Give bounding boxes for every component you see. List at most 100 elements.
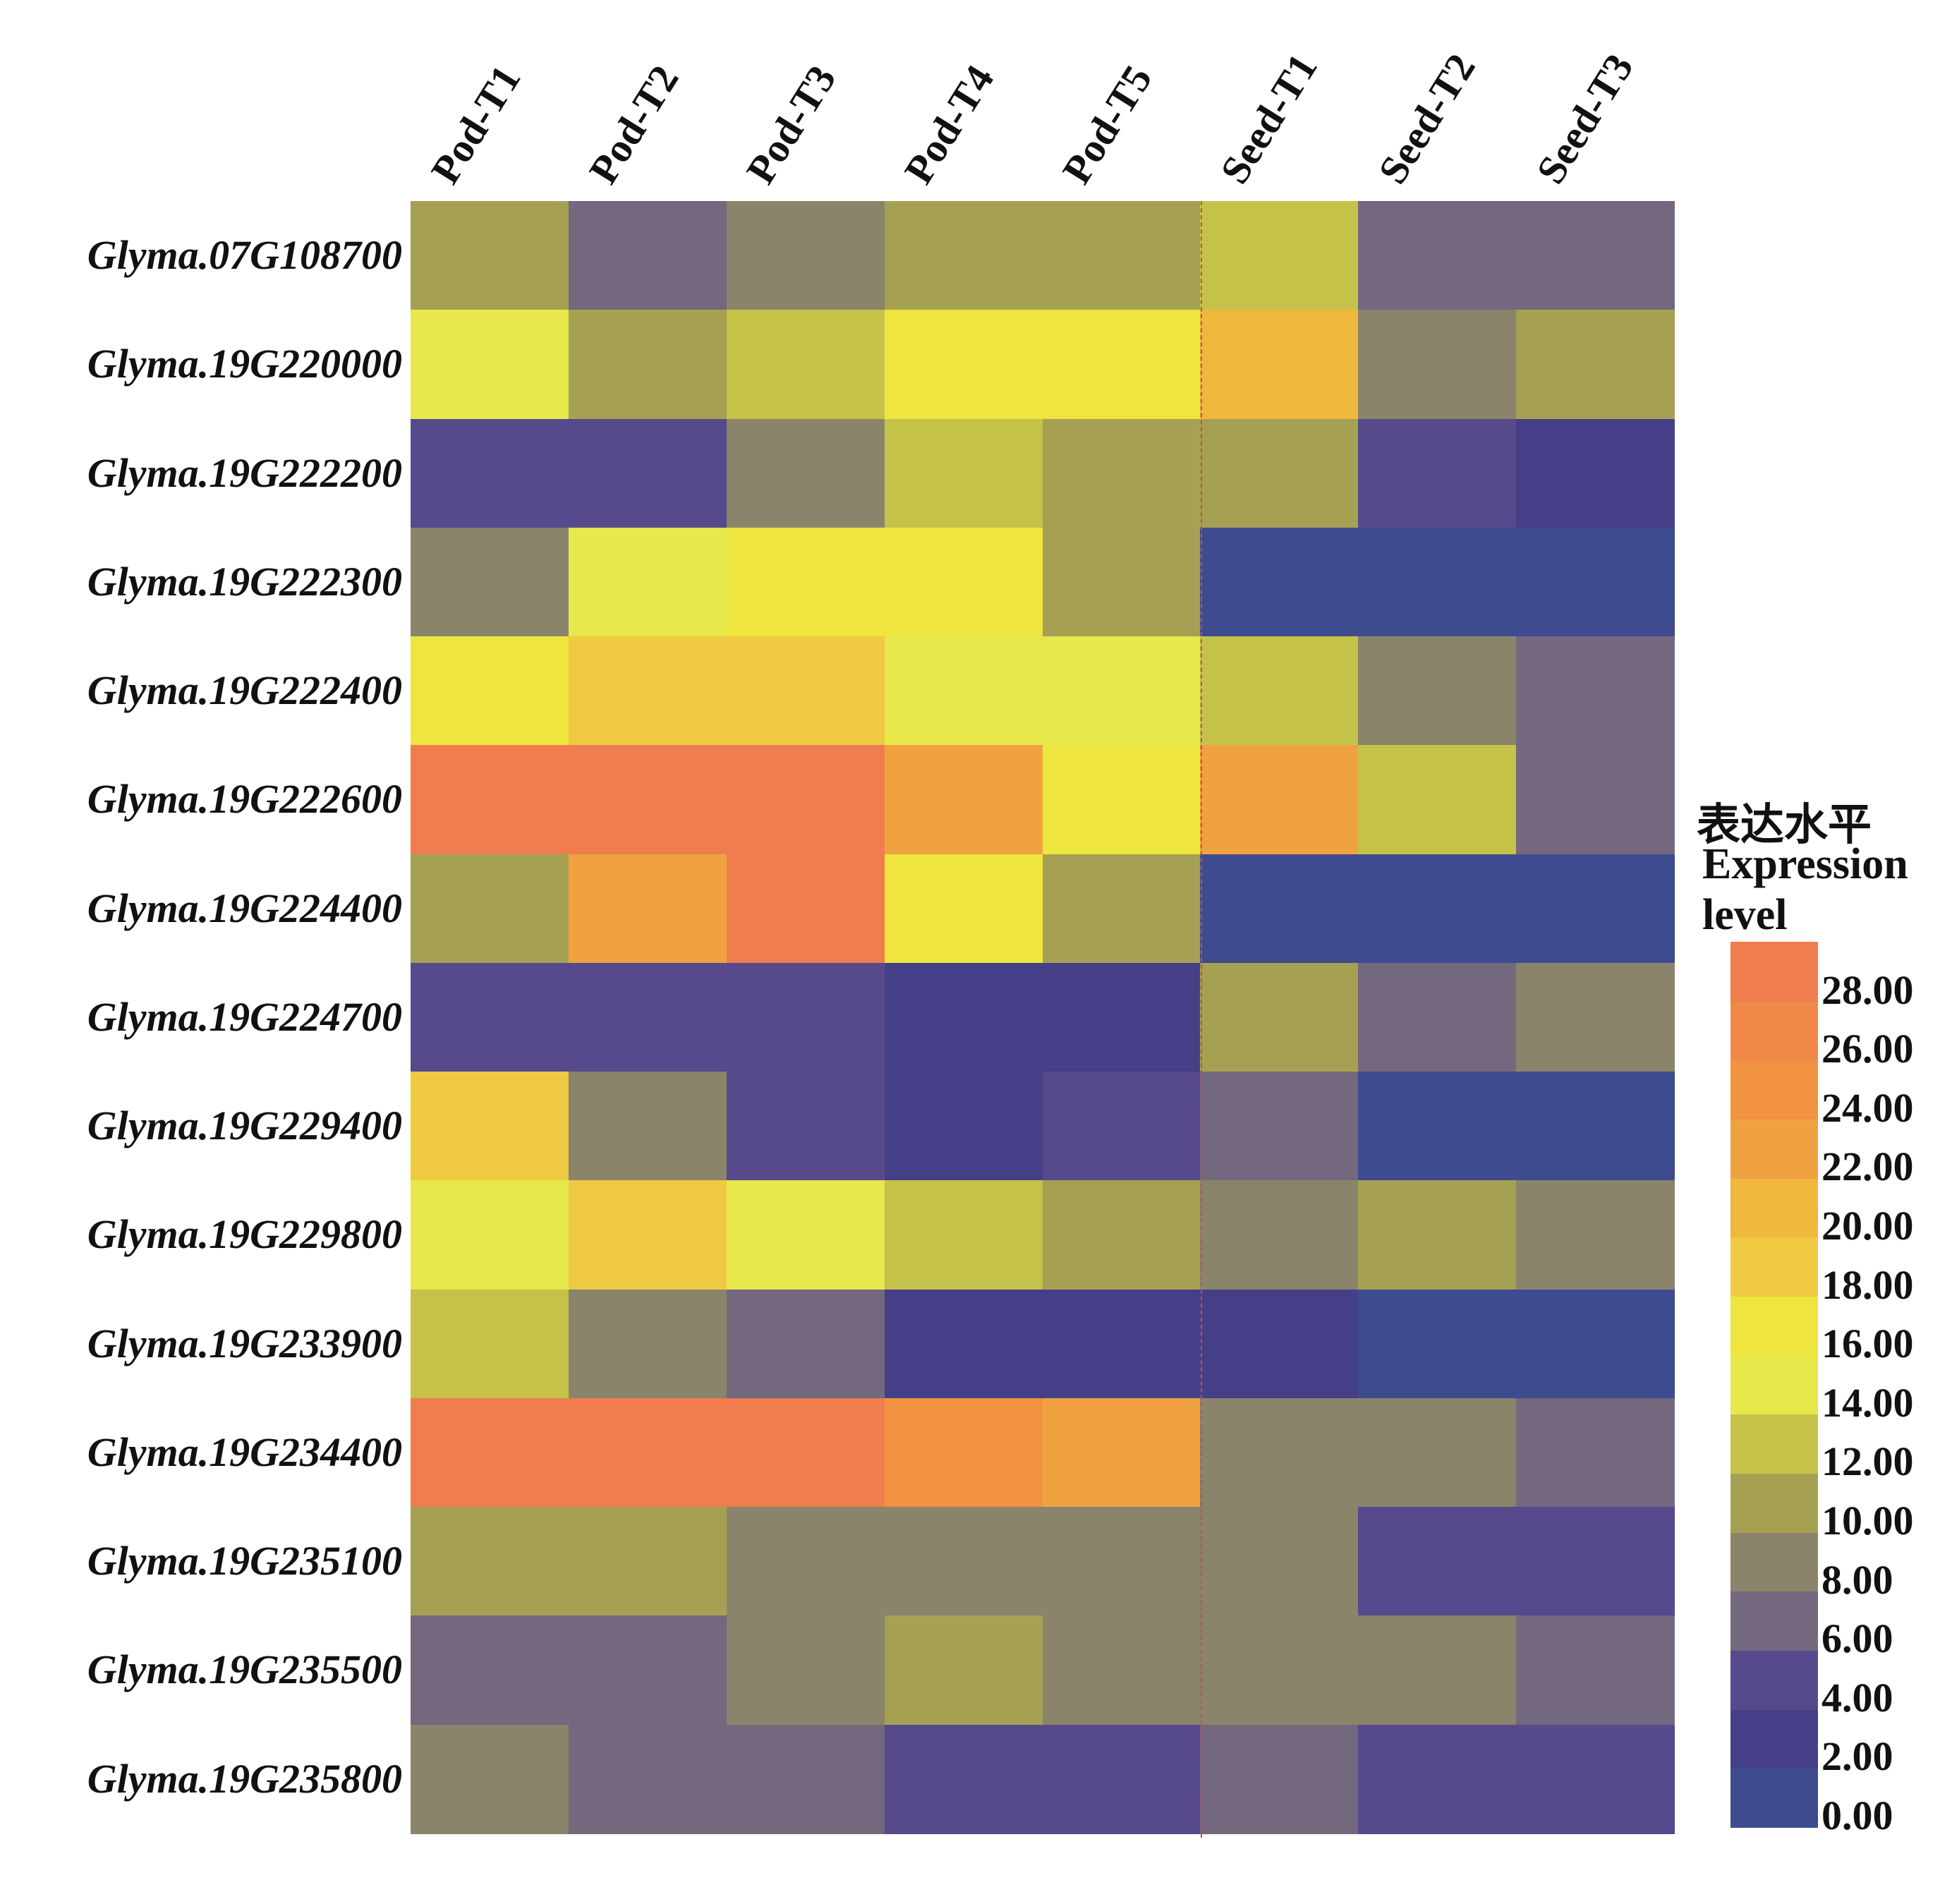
legend-band xyxy=(1730,1532,1818,1592)
heatmap-cell xyxy=(726,1180,885,1290)
column-label: Pod-T2 xyxy=(579,57,687,192)
heatmap-cell xyxy=(1200,1289,1359,1399)
heatmap-cell xyxy=(1358,1072,1517,1182)
heatmap-cell xyxy=(1358,201,1517,311)
heatmap-cell xyxy=(411,1397,569,1508)
column-label: Seed-T3 xyxy=(1527,45,1642,192)
heatmap-cell xyxy=(726,1615,885,1726)
heatmap-cell xyxy=(1358,745,1517,855)
heatmap-cell xyxy=(411,310,569,420)
heatmap-cell xyxy=(726,201,885,311)
heatmap-cell xyxy=(1042,962,1201,1073)
heatmap-cell xyxy=(884,1072,1043,1182)
legend-band xyxy=(1730,1119,1818,1179)
column-label: Pod-T5 xyxy=(1053,57,1161,192)
heatmap-cell xyxy=(411,418,569,528)
heatmap-cell xyxy=(411,854,569,964)
heatmap-cell xyxy=(1516,1180,1675,1290)
heatmap-cell xyxy=(568,1397,727,1508)
heatmap-cell xyxy=(1042,745,1201,855)
heatmap-cell xyxy=(726,745,885,855)
heatmap-cell xyxy=(568,1072,727,1182)
heatmap-cell xyxy=(1042,1507,1201,1617)
heatmap-cell xyxy=(1516,745,1675,855)
heatmap-cell xyxy=(1200,1507,1359,1617)
row-label: Glyma.19G233900 xyxy=(87,1320,402,1366)
heatmap-cell xyxy=(568,1724,727,1834)
heatmap-cell xyxy=(1358,636,1517,746)
heatmap-cell xyxy=(568,854,727,964)
legend-title-cn: 表达水平 xyxy=(1697,801,1872,849)
heatmap-cell xyxy=(1358,962,1517,1073)
heatmap-cell xyxy=(726,1397,885,1508)
heatmap-cell xyxy=(1200,201,1359,311)
heatmap-cell xyxy=(568,1615,727,1726)
legend-band xyxy=(1730,1296,1818,1356)
heatmap-cell xyxy=(1516,1397,1675,1508)
heatmap-cell xyxy=(411,962,569,1073)
heatmap-cell xyxy=(568,527,727,638)
legend-band xyxy=(1730,1709,1818,1769)
heatmap-cell xyxy=(1516,201,1675,311)
heatmap-cell xyxy=(1042,636,1201,746)
heatmap-cell xyxy=(1516,1615,1675,1726)
row-label: Glyma.19G224400 xyxy=(87,885,402,931)
heatmap-cell xyxy=(1042,1397,1201,1508)
heatmap-cell xyxy=(884,745,1043,855)
heatmap-cell xyxy=(884,310,1043,420)
row-label: Glyma.19G220000 xyxy=(87,341,402,387)
heatmap-cell xyxy=(1516,854,1675,964)
heatmap-cell xyxy=(1200,527,1359,638)
heatmap-cell xyxy=(1042,1289,1201,1399)
heatmap-cell xyxy=(1358,1507,1517,1617)
row-label: Glyma.19G222600 xyxy=(87,776,402,823)
heatmap-cell xyxy=(568,1507,727,1617)
row-label: Glyma.19G235800 xyxy=(87,1755,402,1802)
heatmap-cell xyxy=(1200,636,1359,746)
legend-tick-label: 28.00 xyxy=(1821,966,1914,1013)
heatmap-cell xyxy=(726,854,885,964)
heatmap-cell xyxy=(411,1507,569,1617)
heatmap-cell xyxy=(1042,1615,1201,1726)
legend-band xyxy=(1730,1177,1818,1238)
row-label: Glyma.19G234400 xyxy=(87,1429,402,1475)
legend-band xyxy=(1730,1237,1818,1297)
legend-tick-label: 8.00 xyxy=(1821,1556,1893,1603)
heatmap-cell xyxy=(1358,1397,1517,1508)
legend-band xyxy=(1730,942,1818,1002)
legend-tick-label: 10.00 xyxy=(1821,1498,1914,1544)
heatmap-cell xyxy=(884,201,1043,311)
column-label: Pod-T4 xyxy=(895,57,1003,192)
heatmap-cell xyxy=(1042,1724,1201,1834)
heatmap-grid xyxy=(411,201,1675,1834)
heatmap-cell xyxy=(884,527,1043,638)
heatmap-cell xyxy=(1358,1615,1517,1726)
legend-band xyxy=(1730,1354,1818,1415)
heatmap-cell xyxy=(1200,962,1359,1073)
heatmap-cell xyxy=(1200,854,1359,964)
heatmap-cell xyxy=(568,745,727,855)
heatmap-cell xyxy=(568,418,727,528)
heatmap-cell xyxy=(726,310,885,420)
heatmap-cell xyxy=(726,1072,885,1182)
legend-tick-label: 0.00 xyxy=(1821,1793,1893,1838)
heatmap-cell xyxy=(726,1289,885,1399)
heatmap-cell xyxy=(411,201,569,311)
legend-band xyxy=(1730,1768,1818,1828)
heatmap-cell xyxy=(411,1289,569,1399)
heatmap-cell xyxy=(1200,1180,1359,1290)
legend-band xyxy=(1730,1060,1818,1120)
heatmap-cell xyxy=(726,1724,885,1834)
legend-tick-label: 4.00 xyxy=(1821,1674,1893,1721)
heatmap-cell xyxy=(1358,310,1517,420)
heatmap-cell xyxy=(726,418,885,528)
row-label: Glyma.07G108700 xyxy=(87,232,402,278)
heatmap-cell xyxy=(1358,1289,1517,1399)
heatmap-cell xyxy=(884,636,1043,746)
column-label: Seed-T1 xyxy=(1211,45,1326,192)
heatmap-cell xyxy=(726,1507,885,1617)
heatmap-cell xyxy=(1200,1615,1359,1726)
legend-tick-label: 12.00 xyxy=(1821,1438,1914,1485)
heatmap-cell xyxy=(568,962,727,1073)
